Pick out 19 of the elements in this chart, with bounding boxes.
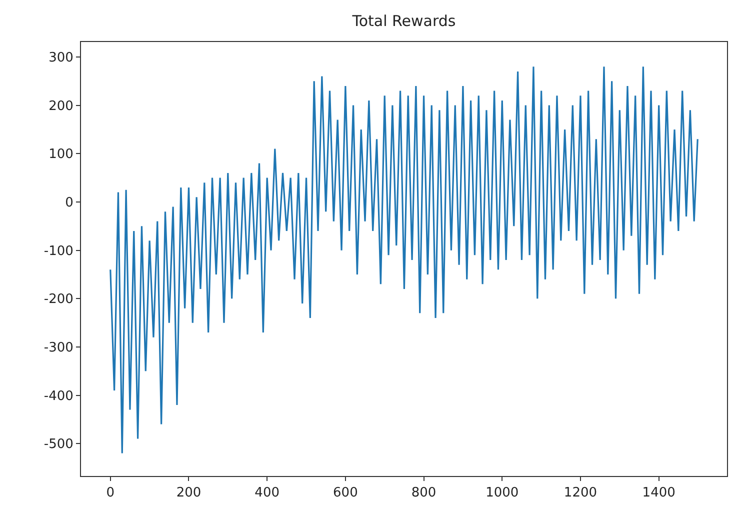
y-tick-label: -100 (44, 244, 74, 259)
y-tick-label: 300 (48, 50, 74, 66)
x-tick-label: 1400 (642, 486, 676, 501)
x-tick-label: 400 (254, 486, 280, 501)
x-tick-label: 1200 (564, 486, 598, 501)
y-tick-label: -200 (44, 292, 74, 308)
y-tick-label: 200 (48, 98, 74, 114)
chart-title: Total Rewards (351, 12, 456, 30)
y-tick-label: 100 (48, 147, 74, 162)
y-tick-label: 0 (65, 196, 74, 211)
x-tick-label: 0 (106, 486, 115, 501)
y-tick-label: -300 (44, 340, 74, 356)
y-tick-label: -400 (44, 388, 74, 404)
y-tick-label: -500 (44, 437, 74, 452)
line-series (110, 66, 698, 454)
x-tick-label: 200 (176, 486, 202, 501)
x-tick-label: 1000 (486, 486, 519, 501)
x-tick-label: 600 (333, 486, 358, 501)
x-tick-label: 800 (411, 486, 436, 501)
